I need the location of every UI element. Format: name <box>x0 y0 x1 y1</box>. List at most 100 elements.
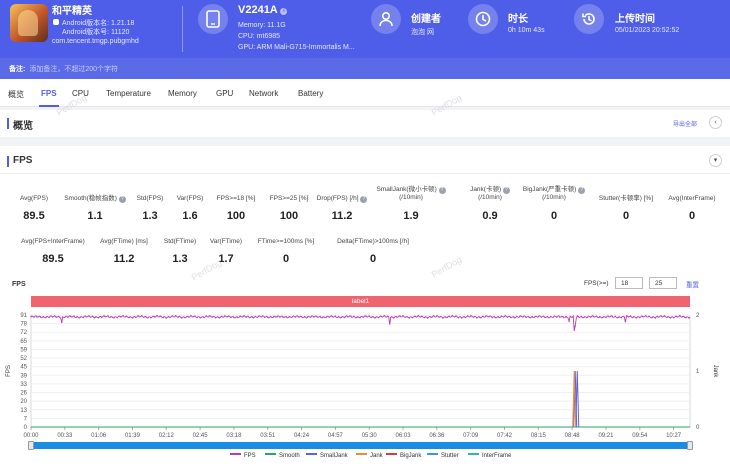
scroll-handle-right[interactable] <box>687 441 693 450</box>
stat-label-text: Drop(FPS) [/h] <box>316 195 359 202</box>
help-icon[interactable]: ? <box>360 196 368 203</box>
stat-value: 1.3 <box>142 210 158 222</box>
tab-overview[interactable]: 概览 <box>8 90 24 99</box>
stat-label: Delta(FTime)>100ms [/h] <box>323 238 423 246</box>
scroll-handle-left[interactable] <box>28 441 34 450</box>
stat-value: 1.7 <box>218 253 234 265</box>
stat-label-text: Avg(FTime) [ms] <box>100 238 148 245</box>
reset-button[interactable]: 重置 <box>686 282 699 289</box>
stat-label-unit: (/10min) <box>478 194 502 201</box>
tab-gpu[interactable]: GPU <box>216 89 234 98</box>
stat-label: FTime>=100ms [%] <box>236 238 336 246</box>
stat-label: Avg(FPS+InterFrame) <box>3 238 103 246</box>
creator-value: 泡泡 网 <box>411 29 434 36</box>
overview-title: 概览 <box>7 117 33 132</box>
stat-label: Std(FTime) <box>130 238 230 246</box>
stat-label-text: FPS>=18 [%] <box>216 195 256 202</box>
export-all-link[interactable]: 导出全部 <box>673 122 698 128</box>
tab-battery[interactable]: Battery <box>298 89 324 98</box>
stat-label-text: Jank(卡顿) <box>470 186 502 193</box>
help-icon[interactable]: ? <box>438 187 446 194</box>
stat-label-text: Std(FPS) <box>136 195 164 202</box>
app-name: 和平精英 <box>52 6 92 17</box>
tab-fps[interactable]: FPS <box>39 89 59 107</box>
stat-label: Avg(FTime) [ms] <box>74 238 174 246</box>
history-icon <box>574 4 604 34</box>
stat-label-text: Var(FTime) <box>209 238 243 245</box>
help-icon[interactable]: ? <box>502 187 510 194</box>
stat-value: 0 <box>369 253 377 265</box>
legend-label: BigJank <box>400 453 422 459</box>
stat-value: 0 <box>688 210 696 222</box>
stat-label-text: BigJank(严重卡顿) <box>522 186 577 193</box>
stat-label: Jank(卡顿) ? (/10min) <box>440 186 540 202</box>
duration-value: 0h 10m 43s <box>508 27 545 34</box>
stat-label: Var(FPS) <box>140 195 240 203</box>
stat-value: 0 <box>282 253 290 265</box>
info-icon[interactable]: i <box>280 8 288 15</box>
creator-title: 创建者 <box>411 14 441 25</box>
package-name: com.tencent.tmgp.pubgmhd <box>52 38 139 45</box>
stat-value: 11.2 <box>331 210 353 222</box>
legend-label: InterFrame <box>482 453 512 459</box>
stat-value: 89.5 <box>42 253 64 265</box>
note-bar[interactable]: 备注: 添加备注，不超过200个字符 <box>0 58 730 79</box>
label-band[interactable]: label1 <box>31 296 690 307</box>
legend-item-stutter[interactable]: Stutter <box>427 453 459 459</box>
stat-value: 89.5 <box>23 210 45 222</box>
stat-label-text: Avg(FPS) <box>19 195 49 202</box>
duration-title: 时长 <box>508 14 528 25</box>
stat-value: 0 <box>550 210 558 222</box>
stat-value: 1.1 <box>87 210 103 222</box>
tab-cpu[interactable]: CPU <box>72 89 89 98</box>
fps-threshold-1-input[interactable]: 18 <box>615 277 643 289</box>
upload-title: 上传时间 <box>615 14 655 25</box>
chart-legend: FPS Smooth SmallJank Jank BigJank Stutter Inte… <box>0 452 730 462</box>
stat-label-text: Avg(FPS+InterFrame) <box>21 238 85 245</box>
chevron-down-icon[interactable]: ▾ <box>709 154 722 167</box>
legend-item-smooth[interactable]: Smooth <box>265 453 300 459</box>
chart-title: FPS <box>12 281 26 288</box>
legend-item-bigjank[interactable]: BigJank <box>386 453 421 459</box>
chart-scrollbar[interactable] <box>28 441 693 450</box>
tab-memory[interactable]: Memory <box>168 89 197 98</box>
legend-swatch <box>468 453 479 455</box>
stat-label: Smooth(稳帧指数) ? <box>45 195 145 203</box>
android-icon <box>53 19 59 25</box>
help-icon[interactable]: ? <box>118 196 126 203</box>
stat-value: 1.3 <box>172 253 188 265</box>
fps-threshold-2-input[interactable]: 25 <box>649 277 677 289</box>
tab-network[interactable]: Network <box>249 89 279 98</box>
help-icon[interactable]: ? <box>578 187 586 194</box>
stat-label: Stutter(卡顿率) [%] <box>576 195 676 203</box>
stat-value: 100 <box>226 210 246 222</box>
stat-label-unit: (/10min) <box>542 194 566 201</box>
tab-temperature[interactable]: Temperature <box>106 89 151 98</box>
stat-label-text: Smooth(稳帧指数) <box>64 195 117 202</box>
stat-value: 100 <box>279 210 299 222</box>
legend-swatch <box>265 453 276 455</box>
android-version: Android版本名: 1.21.18 <box>53 18 134 28</box>
legend-item-interframe[interactable]: InterFrame <box>468 453 511 459</box>
stat-label-text: Avg(InterFrame) <box>668 195 716 202</box>
phone-icon <box>198 4 228 34</box>
stat-label-text: FPS>=25 [%] <box>269 195 309 202</box>
legend-swatch <box>230 453 241 455</box>
note-input[interactable]: 添加备注，不超过200个字符 <box>29 66 119 73</box>
android-code: Android版本号: 11120 <box>62 29 130 36</box>
overview-card <box>0 110 730 137</box>
clock-icon <box>468 4 498 34</box>
legend-item-jank[interactable]: Jank <box>356 453 383 459</box>
legend-label: FPS <box>244 453 256 459</box>
legend-item-fps[interactable]: FPS <box>230 453 256 459</box>
stat-value: 0 <box>622 210 630 222</box>
legend-item-smalljank[interactable]: SmallJank <box>306 453 348 459</box>
device-gpu: GPU: ARM Mali-G715-Immortalis M... <box>238 44 355 51</box>
stat-label-text: Stutter(卡顿率) [%] <box>598 195 654 202</box>
device-name: V2241A i <box>238 4 288 16</box>
section-divider <box>0 173 730 174</box>
collapse-left-icon[interactable]: ‹ <box>709 116 722 129</box>
header: 和平精英 Android版本名: 1.21.18 Android版本号: 111… <box>0 0 730 58</box>
fps-filter-label: FPS(>=) <box>584 280 609 287</box>
device-cpu: CPU: mt6985 <box>238 33 281 40</box>
